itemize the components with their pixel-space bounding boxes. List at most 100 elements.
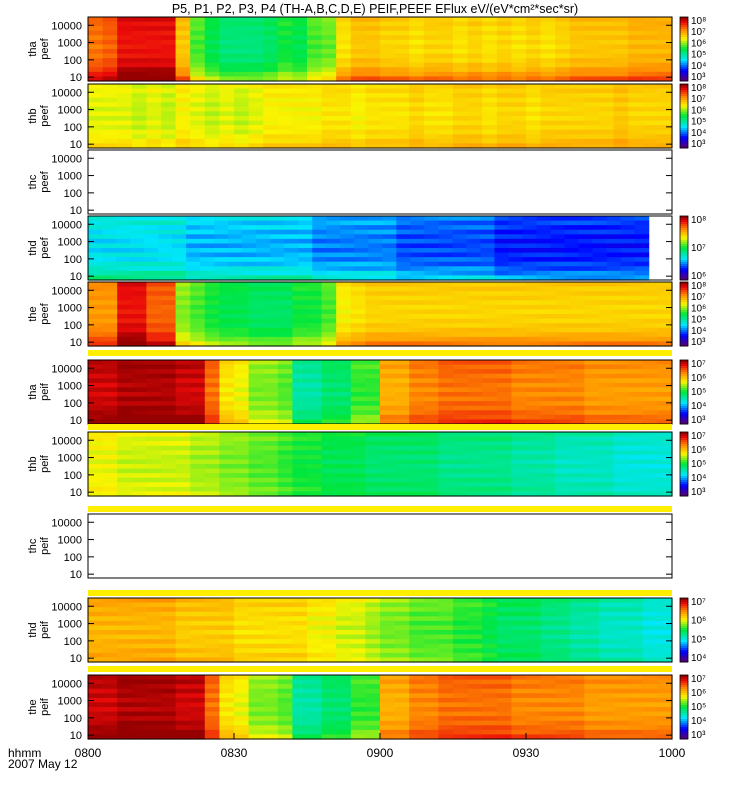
heatmap-cell — [628, 304, 644, 311]
heatmap-cell — [496, 401, 512, 407]
heatmap-cell — [496, 84, 512, 90]
heatmap-cell — [131, 693, 147, 699]
heatmap-cell — [584, 392, 600, 398]
heatmap-cell — [522, 261, 538, 267]
heatmap-cell — [277, 120, 293, 126]
heatmap-cell — [569, 432, 585, 438]
panel-ylabel-probe: thb — [27, 456, 39, 471]
colorbar-label: 10⁶ — [691, 373, 706, 384]
heatmap-cell — [482, 382, 498, 389]
heatmap-cell — [88, 129, 104, 135]
heatmap-cell — [321, 58, 337, 64]
heatmap-cell — [130, 261, 145, 267]
heatmap-cell — [263, 17, 279, 23]
colorbar-segment — [680, 618, 688, 621]
heatmap-cell — [102, 332, 118, 338]
heatmap-cell — [146, 67, 162, 73]
heatmap-cell — [292, 53, 308, 59]
heatmap-cell — [438, 648, 454, 654]
heatmap-cell — [292, 459, 308, 465]
heatmap-cell — [394, 607, 410, 613]
heatmap-cell — [350, 486, 366, 493]
heatmap-cell — [380, 58, 396, 64]
heatmap-cell — [496, 625, 512, 631]
heatmap-cell — [186, 238, 201, 245]
heatmap-cell — [628, 62, 644, 68]
heatmap-cell — [312, 234, 327, 240]
heatmap-cell — [540, 491, 556, 497]
heatmap-cell — [628, 373, 644, 379]
heatmap-cell — [508, 234, 524, 240]
heatmap-cell — [423, 419, 439, 425]
heatmap-cell — [511, 300, 527, 306]
heatmap-cell — [117, 53, 133, 59]
heatmap-cell — [336, 410, 352, 416]
heatmap-cell — [540, 436, 556, 442]
heatmap-cell — [200, 225, 215, 231]
heatmap-cell — [88, 71, 104, 78]
heatmap-cell — [175, 441, 191, 447]
heatmap-cell — [555, 44, 571, 50]
heatmap-cell — [204, 323, 220, 329]
heatmap-cell — [584, 102, 600, 108]
heatmap-cell — [657, 725, 673, 731]
heatmap-cell — [219, 598, 235, 604]
heatmap-cell — [175, 419, 191, 425]
heatmap-cell — [467, 464, 483, 470]
heatmap-cell — [511, 21, 527, 27]
heatmap-cell — [467, 387, 483, 393]
heatmap-cell — [190, 729, 206, 736]
heatmap-cell — [307, 332, 323, 338]
heatmap-cell — [628, 729, 644, 736]
heatmap-cell — [511, 143, 527, 149]
heatmap-cell — [453, 396, 469, 402]
panel-ylabel-species: peef — [39, 170, 51, 192]
heatmap-cell — [482, 441, 498, 447]
colorbar-segment — [680, 292, 688, 295]
heatmap-cell — [219, 486, 235, 493]
heatmap-cell — [555, 625, 571, 631]
heatmap-cell — [190, 143, 206, 149]
time-axis-date: 2007 May 12 — [8, 757, 78, 771]
heatmap-cell — [657, 482, 673, 488]
heatmap-cell — [350, 630, 366, 636]
heatmap-cell — [482, 39, 498, 46]
heatmap-cell — [564, 270, 580, 277]
heatmap-cell — [482, 611, 498, 617]
heatmap-cell — [613, 616, 629, 622]
heatmap-cell — [354, 225, 369, 231]
heatmap-cell — [307, 639, 323, 645]
heatmap-cell — [642, 58, 658, 64]
heatmap-cell — [467, 314, 483, 320]
heatmap-cell — [657, 464, 673, 470]
heatmap-cell — [496, 88, 512, 94]
heatmap-cell — [219, 143, 235, 149]
colorbar-segment — [680, 610, 688, 613]
heatmap-cell — [161, 491, 177, 497]
heatmap-cell — [592, 220, 608, 226]
heatmap-cell — [642, 67, 658, 73]
heatmap-cell — [634, 248, 650, 254]
heatmap-cell — [161, 436, 177, 442]
heatmap-cell — [540, 697, 556, 704]
heatmap-cell — [307, 304, 323, 311]
heatmap-cell — [248, 441, 264, 447]
heatmap-cell — [657, 39, 673, 46]
heatmap-cell — [146, 84, 162, 90]
heatmap-cell — [628, 657, 644, 663]
heatmap-cell — [508, 243, 524, 249]
heatmap-cell — [186, 266, 201, 272]
heatmap-cell — [190, 630, 206, 636]
heatmap-cell — [394, 120, 410, 126]
heatmap-cell — [354, 243, 369, 249]
heatmap-cell — [234, 616, 250, 622]
heatmap-cell — [161, 620, 177, 627]
heatmap-cell — [88, 675, 104, 681]
heatmap-cell — [599, 102, 615, 108]
heatmap-cell — [186, 243, 201, 249]
panel-ylabel-probe: tha — [27, 383, 39, 399]
heatmap-cell — [102, 49, 118, 55]
heatmap-cell — [599, 693, 615, 699]
heatmap-cell — [248, 734, 264, 740]
heatmap-cell — [467, 53, 483, 59]
